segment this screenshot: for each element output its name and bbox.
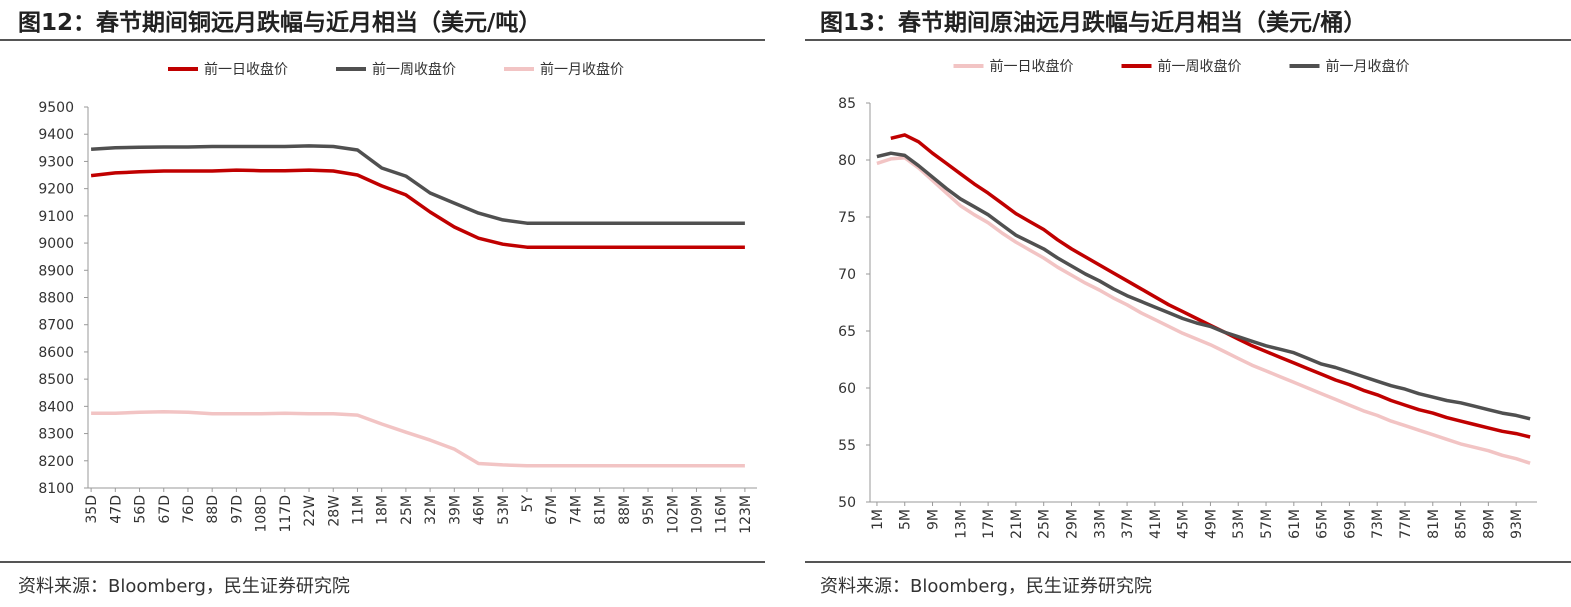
x-tick-label: 117D (278, 495, 294, 533)
x-tick-label: 46M (472, 495, 488, 525)
y-tick-label: 8500 (38, 372, 74, 388)
x-tick-label: 88D (205, 495, 221, 524)
x-tick-label: 41M (1148, 509, 1164, 539)
series-line (876, 151, 1531, 421)
x-tick-label: 69M (1342, 509, 1358, 539)
legend-label: 前一日收盘价 (990, 58, 1074, 75)
y-tick-label: 60 (838, 381, 856, 397)
x-tick-label: 53M (496, 495, 512, 525)
x-tick-label: 22W (302, 495, 318, 527)
chart-title: 图13：春节期间原油远月跌幅与近月相当（美元/桶） (820, 9, 1366, 36)
x-tick-label: 61M (1287, 509, 1303, 539)
x-tick-label: 108D (254, 495, 270, 533)
legend-label: 前一月收盘价 (540, 61, 624, 78)
y-tick-label: 8700 (38, 318, 74, 334)
x-tick-label: 89M (1481, 509, 1497, 539)
x-tick-label: 21M (1009, 509, 1025, 539)
x-tick-label: 102M (665, 495, 681, 534)
y-tick-label: 80 (838, 153, 856, 169)
legend-label: 前一日收盘价 (204, 61, 288, 78)
x-tick-label: 25M (1037, 509, 1053, 539)
x-tick-label: 57M (1259, 509, 1275, 539)
x-tick-label: 77M (1398, 509, 1414, 539)
y-tick-label: 9400 (38, 127, 74, 143)
y-tick-label: 8600 (38, 345, 74, 361)
x-tick-label: 123M (738, 495, 754, 534)
x-tick-label: 39M (447, 495, 463, 525)
x-tick-label: 73M (1370, 509, 1386, 539)
x-tick-label: 109M (689, 495, 705, 534)
x-tick-label: 74M (568, 495, 584, 525)
x-tick-label: 116M (714, 495, 730, 534)
x-tick-label: 88M (617, 495, 633, 525)
y-tick-label: 50 (838, 495, 856, 511)
legend-label: 前一周收盘价 (1158, 58, 1242, 75)
x-tick-label: 81M (593, 495, 609, 525)
source-note: 资料来源：Bloomberg，民生证券研究院 (18, 576, 350, 597)
x-tick-label: 56D (133, 495, 149, 524)
series-line (90, 168, 745, 249)
chart-title: 图12：春节期间铜远月跌幅与近月相当（美元/吨） (18, 9, 541, 36)
series-line (91, 410, 745, 468)
y-tick-label: 65 (838, 324, 856, 340)
y-tick-label: 9100 (38, 209, 74, 225)
x-tick-label: 53M (1231, 509, 1247, 539)
x-tick-label: 95M (641, 495, 657, 525)
x-tick-label: 33M (1092, 509, 1108, 539)
x-tick-label: 17M (981, 509, 997, 539)
x-tick-label: 5M (898, 509, 914, 530)
x-tick-label: 32M (423, 495, 439, 525)
y-tick-label: 9000 (38, 236, 74, 252)
series-line (876, 155, 1531, 465)
x-tick-label: 67D (157, 495, 173, 524)
x-tick-label: 35D (84, 495, 100, 524)
x-tick-label: 13M (953, 509, 969, 539)
y-tick-label: 8100 (38, 481, 74, 497)
series-line (90, 144, 745, 225)
legend-label: 前一月收盘价 (1326, 58, 1410, 75)
x-tick-label: 93M (1509, 509, 1525, 539)
x-tick-label: 45M (1176, 509, 1192, 539)
y-tick-label: 55 (838, 438, 856, 454)
y-tick-label: 8400 (38, 399, 74, 415)
y-tick-label: 9300 (38, 154, 74, 170)
x-tick-label: 49M (1203, 509, 1219, 539)
x-tick-label: 67M (544, 495, 560, 525)
y-tick-label: 8900 (38, 263, 74, 279)
x-tick-label: 5Y (520, 495, 536, 513)
legend-label: 前一周收盘价 (372, 61, 456, 78)
y-tick-label: 8200 (38, 454, 74, 470)
x-tick-label: 9M (926, 509, 942, 530)
source-note: 资料来源：Bloomberg，民生证券研究院 (820, 576, 1152, 597)
x-tick-label: 29M (1064, 509, 1080, 539)
x-tick-label: 28W (326, 495, 342, 527)
y-tick-label: 75 (838, 210, 856, 226)
x-tick-label: 76D (181, 495, 197, 524)
x-tick-label: 18M (375, 495, 391, 525)
x-tick-label: 81M (1426, 509, 1442, 539)
y-tick-label: 9200 (38, 182, 74, 198)
x-tick-label: 25M (399, 495, 415, 525)
y-tick-label: 70 (838, 267, 856, 283)
x-tick-label: 47D (108, 495, 124, 524)
x-tick-label: 1M (870, 509, 886, 530)
x-tick-label: 97D (229, 495, 245, 524)
y-tick-label: 8300 (38, 427, 74, 443)
x-tick-label: 11M (350, 495, 366, 525)
x-tick-label: 65M (1315, 509, 1331, 539)
y-tick-label: 85 (838, 96, 856, 112)
x-tick-label: 37M (1120, 509, 1136, 539)
y-tick-label: 9500 (38, 100, 74, 116)
x-tick-label: 85M (1454, 509, 1470, 539)
y-tick-label: 8800 (38, 291, 74, 307)
